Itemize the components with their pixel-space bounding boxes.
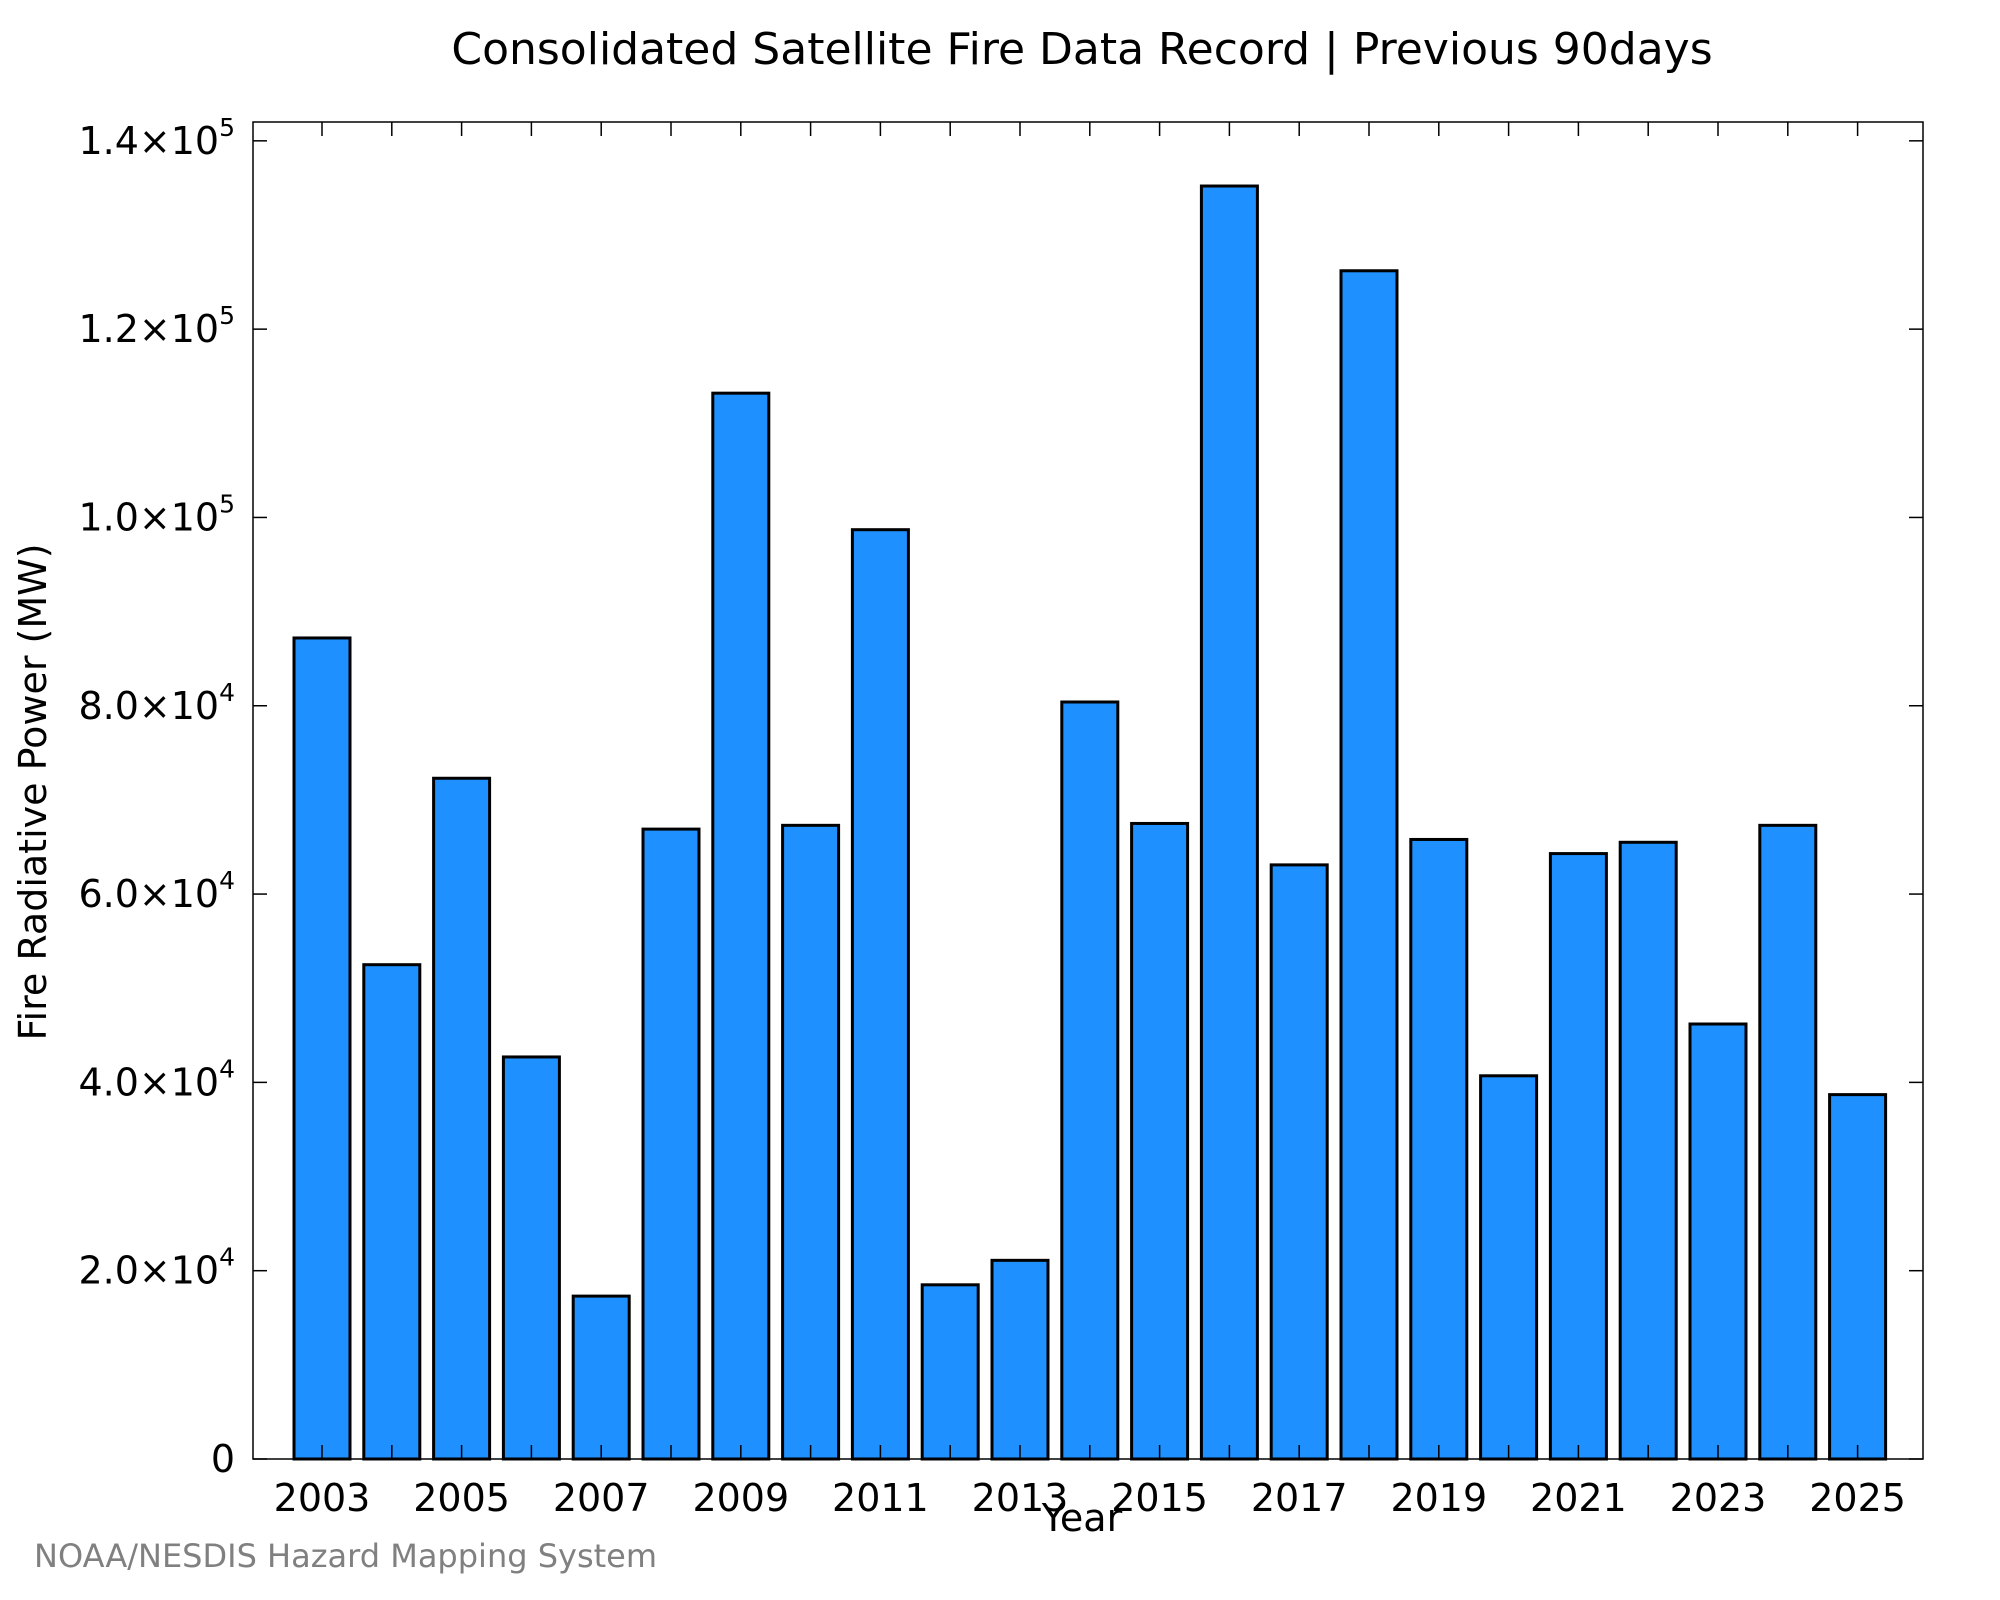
- y-tick-label: 4.0×104: [78, 1054, 235, 1104]
- bar-2017: [1269, 863, 1329, 1461]
- bar-2008: [641, 827, 701, 1461]
- bar-2005: [432, 776, 492, 1461]
- bar-2006: [501, 1055, 561, 1461]
- bar-2012: [920, 1283, 980, 1461]
- bar-2021: [1548, 852, 1608, 1461]
- bar-2007: [571, 1294, 631, 1461]
- x-tick-label: 2003: [274, 1476, 371, 1520]
- x-tick-label: 2011: [832, 1476, 929, 1520]
- bar-2015: [1130, 821, 1190, 1461]
- y-axis-label: Fire Radiative Power (MW): [11, 543, 55, 1040]
- x-tick-label: 2023: [1670, 1476, 1767, 1520]
- bar-2022: [1618, 840, 1678, 1461]
- y-tick-label: 0: [211, 1437, 235, 1481]
- x-tick-label: 2007: [553, 1476, 650, 1520]
- bar-2003: [292, 636, 352, 1461]
- bar-2023: [1688, 1022, 1748, 1461]
- bar-2009: [711, 391, 771, 1461]
- bar-2016: [1199, 184, 1259, 1461]
- x-tick-label: 2021: [1530, 1476, 1627, 1520]
- x-tick-label: 2015: [1111, 1476, 1208, 1520]
- y-tick-label: 6.0×104: [78, 866, 235, 916]
- bar-2020: [1479, 1074, 1539, 1461]
- bar-2024: [1758, 823, 1818, 1461]
- y-tick-label: 2.0×104: [78, 1243, 235, 1293]
- bar-2019: [1409, 837, 1469, 1461]
- x-tick-label: 2019: [1390, 1476, 1487, 1520]
- bar-2011: [850, 528, 910, 1461]
- y-tick-label: 1.2×105: [78, 301, 235, 351]
- bar-2013: [990, 1258, 1050, 1461]
- x-tick-label: 2025: [1809, 1476, 1906, 1520]
- y-tick-label: 1.0×105: [78, 489, 235, 539]
- x-axis-ticks: 2003 2005 2007 2009 2011 2013 2015 2017 2019 2021…: [274, 122, 1906, 1520]
- bar-2010: [781, 823, 841, 1461]
- bars-group: [292, 184, 1888, 1461]
- y-axis-ticks: 0 2.0×104 4.0×104 6.0×104 8.0×104 1.0×105 1.2×…: [78, 113, 1923, 1481]
- x-tick-label: 2009: [692, 1476, 789, 1520]
- bar-2004: [362, 963, 422, 1461]
- plot-frame: [252, 121, 1924, 1460]
- y-tick-label: 8.0×104: [78, 678, 235, 728]
- x-tick-label: 2005: [413, 1476, 510, 1520]
- x-axis-label: Year: [1041, 1496, 1123, 1540]
- y-tick-label: 1.4×105: [78, 113, 235, 163]
- chart-title: Consolidated Satellite Fire Data Record …: [451, 24, 1712, 75]
- source-credit: NOAA/NESDIS Hazard Mapping System: [34, 1537, 657, 1575]
- bar-2025: [1828, 1093, 1888, 1461]
- x-tick-label: 2013: [972, 1476, 1069, 1520]
- bar-2018: [1339, 269, 1399, 1461]
- x-tick-label: 2017: [1251, 1476, 1348, 1520]
- bar-2014: [1060, 700, 1120, 1461]
